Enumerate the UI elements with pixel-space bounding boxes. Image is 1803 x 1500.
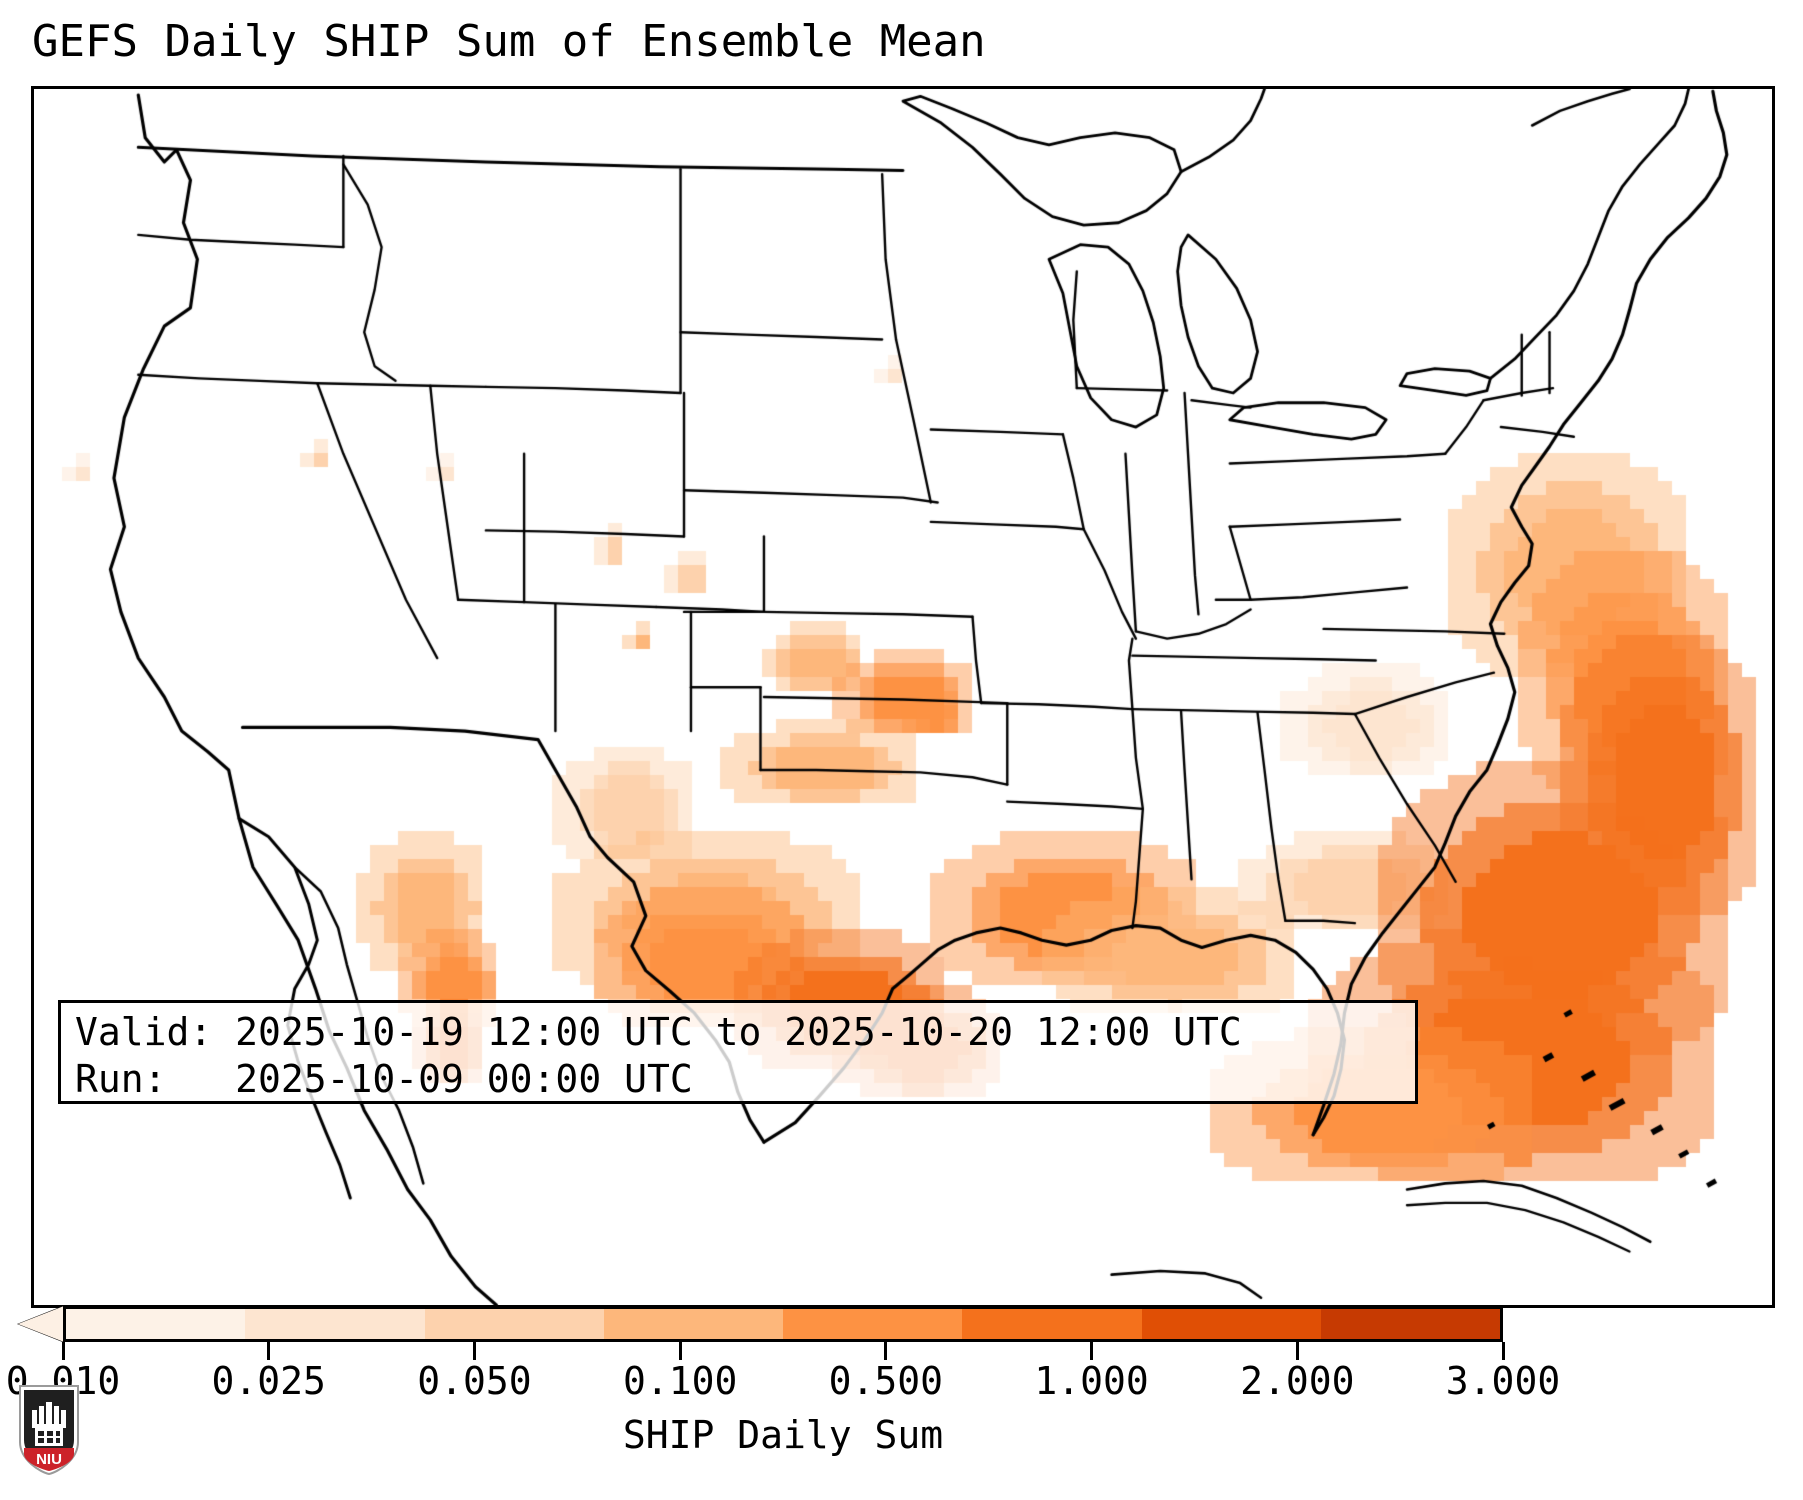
colorbar-tick-6: [1295, 1342, 1299, 1360]
colorbar-tick-5: [1090, 1342, 1094, 1360]
colorbar-tick-label-1: 0.025: [211, 1359, 326, 1403]
colorbar-segment-5: [962, 1309, 1142, 1339]
colorbar-axis-title: SHIP Daily Sum: [622, 1413, 944, 1457]
colorbar-segment-2: [424, 1309, 604, 1339]
colorbar-segment-4: [783, 1309, 963, 1339]
logo-castle-windows-icon: [38, 1431, 60, 1443]
colorbar: 0.010 0.025 0.050 0.100 0.500 1.000 2.000 3.000…: [6, 1296, 1578, 1457]
valid-run-info-box: Valid: 2025-10-19 12:00 UTC to 2025-10-2…: [58, 1000, 1418, 1104]
run-time-line: Run: 2025-10-09 00:00 UTC: [75, 1057, 693, 1101]
colorbar-tick-3: [678, 1342, 682, 1360]
colorbar-tick-label-7: 3.000: [1445, 1359, 1561, 1403]
colorbar-segment-6: [1141, 1309, 1321, 1339]
colorbar-tick-7: [1501, 1342, 1505, 1360]
valid-time-line: Valid: 2025-10-19 12:00 UTC to 2025-10-2…: [75, 1010, 1242, 1054]
colorbar-segment-1: [245, 1309, 425, 1339]
colorbar-tick-label-2: 0.050: [417, 1359, 532, 1403]
colorbar-tick-4: [884, 1342, 888, 1360]
colorbar-extend-min-arrow-icon: [18, 1306, 64, 1342]
colorbar-ticks: [61, 1342, 1505, 1360]
heatmap-canvas: [34, 89, 1772, 1305]
colorbar-segment-3: [603, 1309, 783, 1339]
colorbar-tick-1: [267, 1342, 271, 1360]
colorbar-tick-label-6: 2.000: [1240, 1359, 1355, 1403]
colorbar-gradient: [63, 1306, 1503, 1342]
logo-banner-icon: [24, 1448, 74, 1471]
colorbar-tick-label-3: 0.100: [622, 1359, 738, 1403]
colorbar-tick-label-5: 1.000: [1034, 1359, 1149, 1403]
colorbar-tick-0: [61, 1342, 65, 1360]
colorbar-tick-2: [472, 1342, 476, 1360]
niu-shield-logo: NIU: [19, 1385, 79, 1476]
logo-text: NIU: [36, 1451, 62, 1468]
colorbar-segment-7: [1320, 1309, 1500, 1339]
colorbar-tick-labels: 0.010 0.025 0.050 0.100 0.500 1.000 2.000 3.000: [6, 1358, 1560, 1408]
map-panel: [31, 86, 1775, 1308]
colorbar-segment-0: [66, 1309, 246, 1339]
page-title: GEFS Daily SHIP Sum of Ensemble Mean: [32, 16, 986, 67]
colorbar-tick-label-4: 0.500: [828, 1359, 944, 1403]
